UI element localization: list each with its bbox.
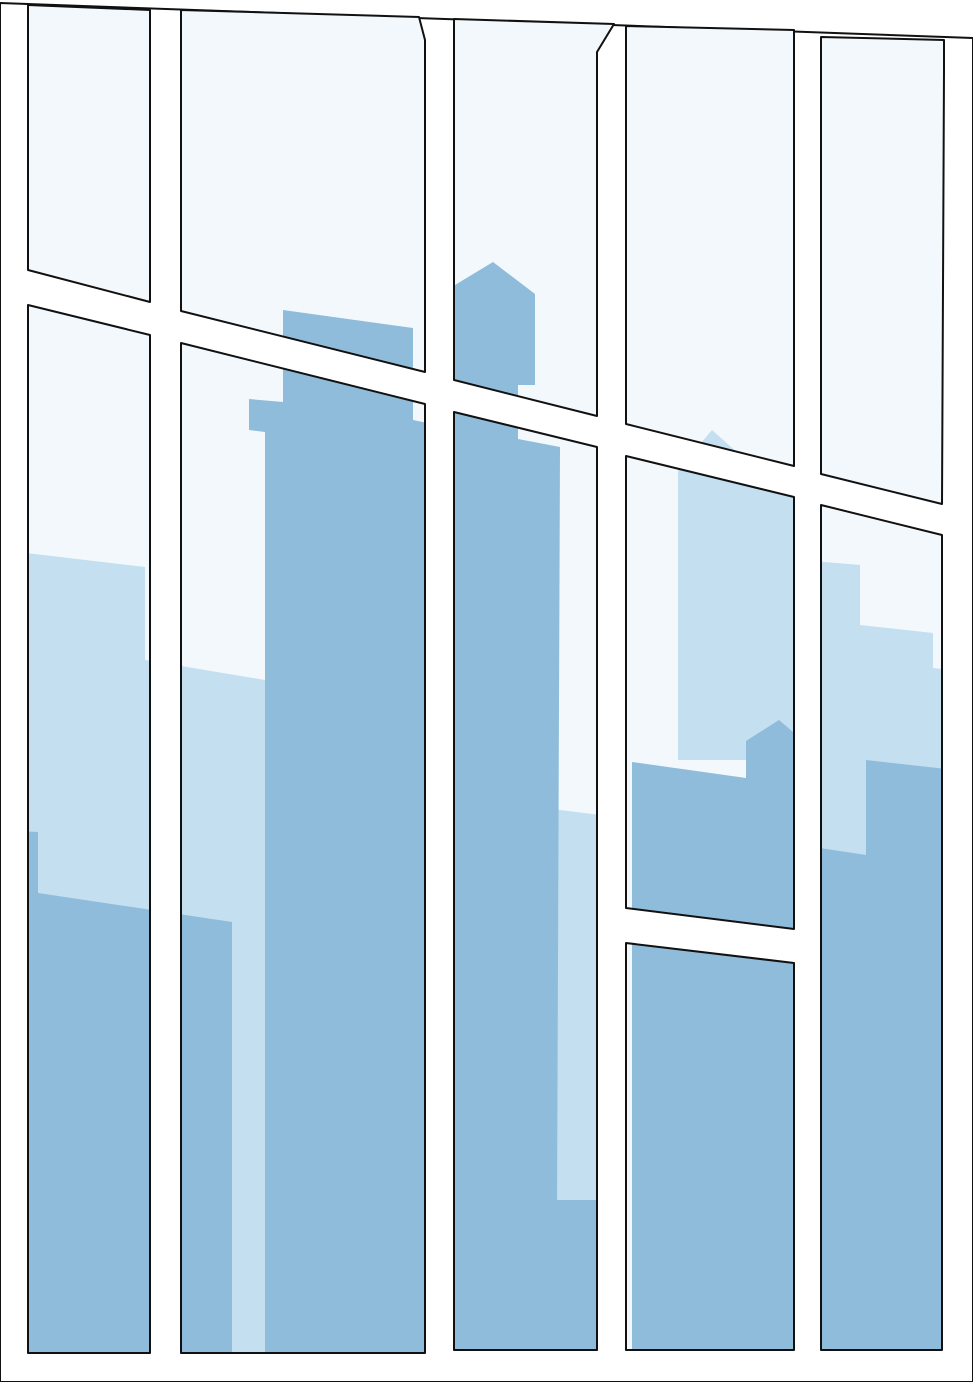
pane-outline	[625, 942, 795, 1351]
pane-outlines	[27, 4, 945, 1354]
pane-outline	[820, 504, 943, 1351]
pane-outline	[453, 411, 598, 1351]
pane-outline	[27, 4, 151, 303]
pane-outline	[820, 36, 945, 505]
pane-outline	[625, 455, 795, 930]
pane-outline	[180, 342, 426, 1354]
pane-outline	[180, 9, 426, 373]
pane-outline	[625, 25, 795, 467]
pane-outline	[27, 304, 151, 1354]
pane-outline	[453, 18, 615, 417]
